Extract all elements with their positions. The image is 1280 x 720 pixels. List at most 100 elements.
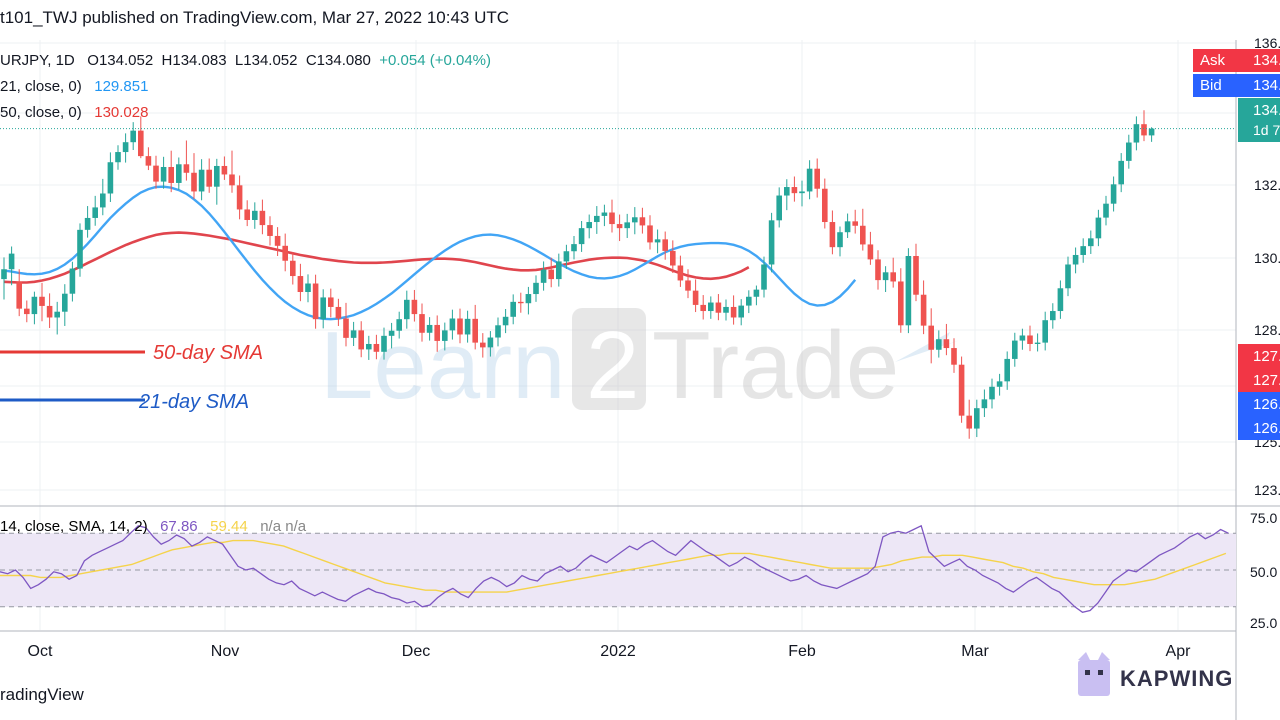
candle-up — [784, 187, 790, 196]
moving-averages — [3, 185, 857, 321]
candle-up — [130, 130, 136, 143]
candle-up — [1110, 184, 1117, 204]
bid-tag-value: 134. — [1253, 77, 1280, 94]
candle-down — [852, 221, 858, 226]
sma21-annotation: 21-day SMA — [138, 391, 249, 413]
candle-down — [274, 235, 281, 246]
candle-up — [396, 319, 402, 331]
candle-down — [328, 297, 334, 307]
sma21-line — [3, 185, 857, 321]
candle-up — [1004, 358, 1010, 382]
candle-down — [191, 172, 197, 192]
candle-up — [1050, 311, 1056, 321]
candle-down — [358, 330, 364, 350]
chart-grid — [0, 40, 1280, 720]
candle-down — [312, 283, 319, 320]
rsi-legend-value: 67.86 — [160, 518, 198, 535]
time-tick-label: Mar — [961, 643, 989, 660]
candle-down — [898, 281, 904, 326]
candle-up — [525, 294, 532, 304]
candle-up — [404, 299, 410, 320]
change-value: +0.054 (+0.04%) — [379, 52, 491, 69]
candle-down — [951, 348, 957, 365]
candle-up — [1133, 124, 1140, 143]
candle-up — [100, 193, 106, 208]
candle-up — [381, 335, 387, 352]
last-price-tag — [1238, 98, 1280, 142]
candle-down — [138, 130, 144, 157]
candle-down — [419, 314, 425, 333]
candle-up — [69, 268, 76, 294]
candle-down — [639, 217, 646, 226]
candle-down — [183, 164, 190, 173]
candle-up — [77, 229, 83, 269]
open-value: O134.052 — [87, 52, 154, 69]
candle-up — [1088, 238, 1094, 247]
price-tick-label: 136. — [1254, 35, 1280, 51]
candle-up — [753, 289, 760, 297]
candle-up — [8, 253, 15, 270]
ask-tag — [1193, 49, 1280, 72]
candle-down — [206, 169, 212, 187]
candle-up — [738, 305, 744, 318]
candle-up — [1072, 254, 1079, 265]
candle-up — [176, 164, 182, 183]
candle-up — [122, 142, 129, 153]
candle-up — [449, 318, 456, 331]
time-tick-label: Nov — [211, 643, 239, 660]
sma21-legend: 21, close, 0) 129.851 — [0, 78, 148, 95]
rsi-tick-label: 75.0 — [1250, 510, 1277, 526]
candle-up — [799, 191, 805, 194]
candle-up — [464, 318, 471, 335]
candle-down — [153, 165, 159, 182]
candle-down — [814, 168, 820, 189]
candle-down — [647, 225, 653, 243]
candle-up — [350, 330, 357, 338]
candle-up — [654, 239, 661, 243]
price-tick-label: 123. — [1254, 482, 1280, 498]
candle-down — [168, 166, 174, 183]
candle-up — [601, 212, 608, 216]
time-tick-label: 2022 — [600, 643, 636, 660]
rsi-panel — [0, 524, 1236, 614]
candle-down — [860, 225, 866, 245]
candles — [1, 110, 1155, 439]
candle-up — [198, 169, 205, 192]
rsi-legend-label: 14, close, SMA, 14, 2) — [0, 518, 148, 535]
sma-price-value: 126. — [1253, 396, 1280, 413]
candle-up — [563, 251, 570, 262]
candle-up — [594, 215, 600, 223]
candle-up — [366, 343, 372, 350]
candle-up — [1042, 320, 1048, 343]
candle-down — [662, 239, 668, 251]
candle-up — [495, 325, 501, 338]
candle-up — [632, 217, 638, 223]
candle-up — [723, 306, 729, 313]
candle-down — [457, 318, 463, 335]
rsi-band — [0, 533, 1236, 607]
candle-up — [84, 217, 91, 230]
candle-up — [1034, 342, 1041, 344]
candle-up — [571, 244, 577, 252]
candle-down — [700, 304, 706, 312]
candle-down — [928, 325, 934, 350]
candle-up — [426, 324, 433, 333]
candle-up — [1019, 335, 1026, 341]
candle-up — [115, 152, 121, 163]
svg-text:Trade: Trade — [652, 312, 899, 419]
candle-down — [609, 212, 615, 225]
candle-down — [875, 259, 881, 281]
candle-down — [966, 415, 972, 429]
candle-down — [677, 265, 684, 281]
candle-down — [1141, 124, 1147, 136]
time-tick-label: Oct — [28, 643, 53, 660]
candle-up — [905, 255, 912, 326]
candle-up — [1057, 288, 1064, 312]
candle-down — [39, 296, 45, 306]
sma21-legend-label: 21, close, 0) — [0, 78, 82, 95]
candle-down — [685, 280, 691, 291]
sma-price-tag — [1238, 416, 1280, 440]
candle-up — [487, 337, 494, 348]
candle-up — [1065, 264, 1071, 289]
